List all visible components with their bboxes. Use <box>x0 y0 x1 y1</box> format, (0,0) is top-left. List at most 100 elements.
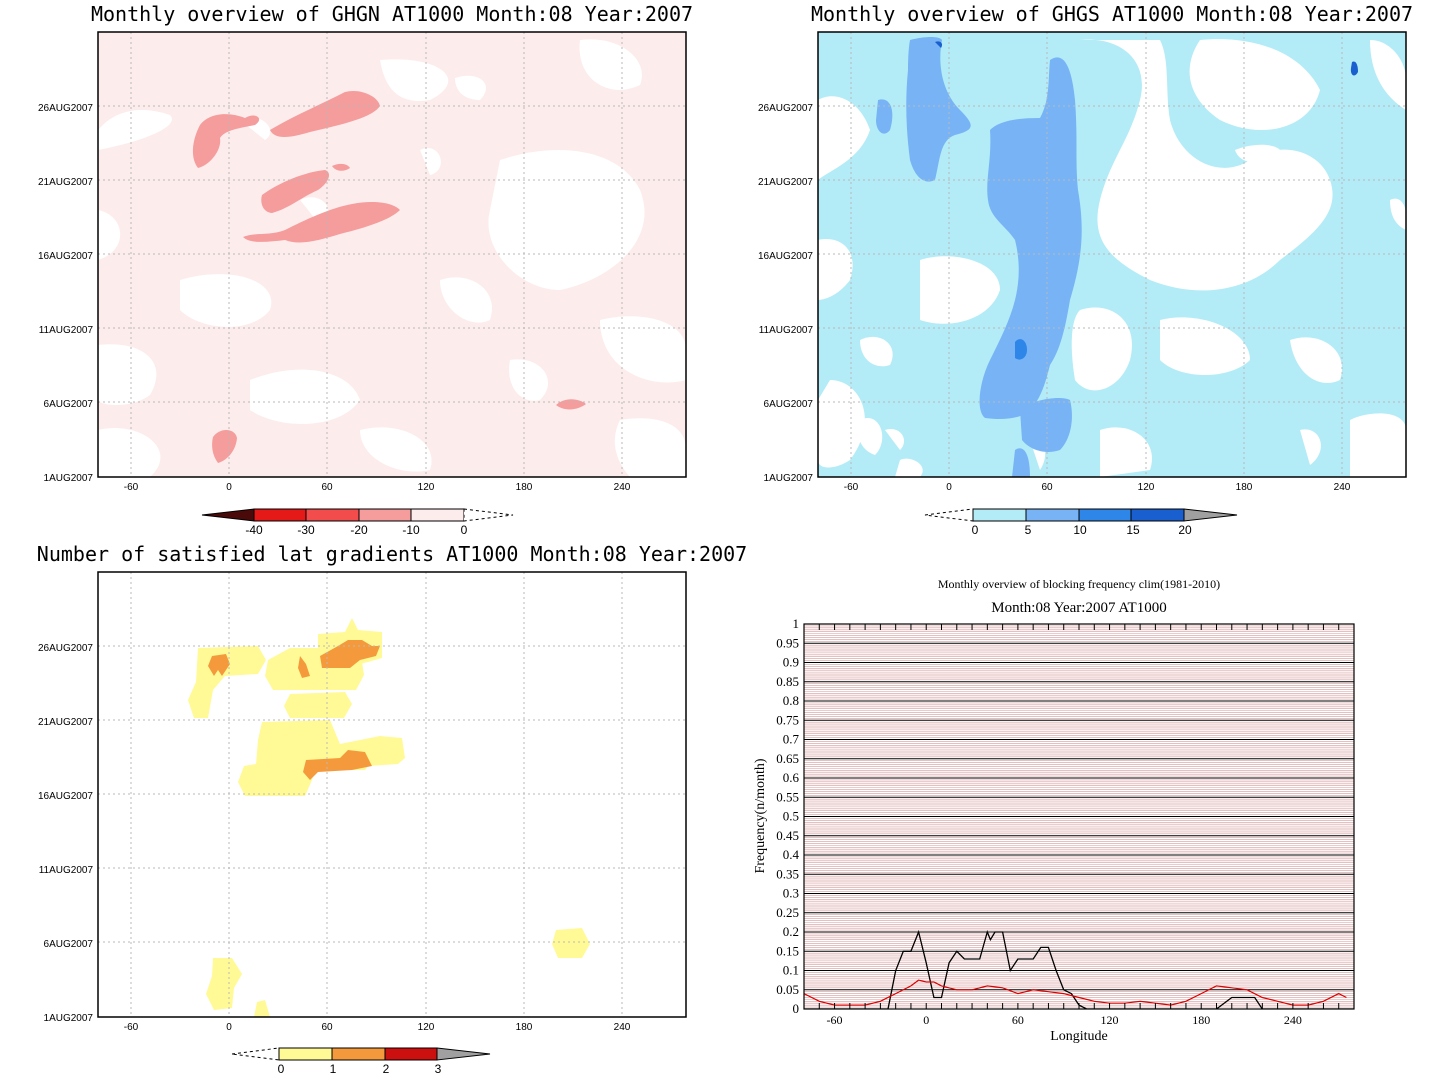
latgrad-colorbar-arrow <box>436 1047 491 1061</box>
latgrad-colorbar-swatch <box>278 1047 333 1061</box>
latgrad-y-tick: 16AUG2007 <box>38 791 93 802</box>
blocking-subtitle: Month:08 Year:2007 AT1000 <box>991 600 1166 616</box>
ghgs-y-tick: 21AUG2007 <box>758 177 813 188</box>
ghgn-title: Monthly overview of GHGN AT1000 Month:08… <box>91 2 693 26</box>
ghgn-y-tick: 1AUG2007 <box>44 473 94 484</box>
ghgs-y-tick: 26AUG2007 <box>758 103 813 114</box>
ghgs-level3-patches <box>935 41 1358 76</box>
series-line-0 <box>804 929 1354 1009</box>
x-tick-label: 0 <box>923 1013 929 1027</box>
ghgs-level-patches <box>876 37 1082 477</box>
ghgs-colorbar <box>924 508 1238 522</box>
blocking-y-ticks: 0 0.05 0.1 0.15 0.2 0.25 0.3 0.35 0.4 0.45 0.5 0.55… <box>776 616 799 1016</box>
blocking-xlabel: Longitude <box>1050 1029 1108 1044</box>
y-tick-label: 0.35 <box>776 866 799 881</box>
ghgs-colorbar-labels: 0 5 10 15 20 <box>972 523 1192 537</box>
ghgn-y-ticks: 1AUG2007 6AUG2007 11AUG2007 16AUG2007 21… <box>38 103 93 484</box>
ghgs-frame <box>817 31 1407 478</box>
ghgn-zero-patches <box>98 39 686 477</box>
y-tick-label: 0 <box>793 1001 800 1016</box>
y-tick-label: 0.3 <box>783 886 799 901</box>
y-tick-label: 0.8 <box>783 693 799 708</box>
ghgs-colorbar-swatch <box>1078 508 1132 522</box>
latgrad-cb-label: 2 <box>383 1062 390 1076</box>
ghgs-y-tick: 11AUG2007 <box>759 325 814 336</box>
ghgs-x-tick: 240 <box>1334 482 1351 493</box>
y-tick-label: 0.9 <box>783 655 799 670</box>
ghgn-x-tick: 120 <box>418 482 435 493</box>
ghgs-grid <box>818 32 1406 477</box>
ghgn-cb-label: -30 <box>297 523 315 537</box>
ghgn-y-tick: 21AUG2007 <box>38 177 93 188</box>
ghgn-colorbar-swatch <box>358 508 412 522</box>
latgrad-colorbar-labels: 0 1 2 3 <box>278 1062 442 1076</box>
blocking-major-grid <box>804 642 1354 991</box>
ghgs-x-tick: 60 <box>1041 482 1053 493</box>
y-tick-label: 0.4 <box>783 847 800 862</box>
ghgn-cb-label: -10 <box>402 523 420 537</box>
latgrad-x-ticks: -60 0 60 120 180 240 <box>124 1022 631 1033</box>
latgrad-title: Number of satisfied lat gradients AT1000… <box>37 542 747 566</box>
ghgs-y-ticks: 1AUG2007 6AUG2007 11AUG2007 16AUG2007 21… <box>758 103 813 484</box>
ghgs-colorbar-swatch <box>1025 508 1080 522</box>
ghgn-colorbar-swatch <box>253 508 307 522</box>
x-tick-label: 240 <box>1284 1013 1302 1027</box>
ghgn-cb-label: 0 <box>461 523 468 537</box>
ghgs-y-tick: 6AUG2007 <box>764 399 814 410</box>
latgrad-frame <box>97 571 687 1018</box>
ghgn-colorbar-swatch <box>410 508 465 522</box>
ghgs-colorbar-arrow <box>924 508 974 522</box>
y-tick-label: 0.65 <box>776 751 799 766</box>
ghgn-y-tick: 26AUG2007 <box>38 103 93 114</box>
ghgn-y-tick: 11AUG2007 <box>39 325 94 336</box>
ghgs-title: Monthly overview of GHGS AT1000 Month:08… <box>811 2 1413 26</box>
ghgs-colorbar-swatch <box>972 508 1027 522</box>
ghgs-x-tick: 0 <box>946 482 952 493</box>
ghgn-cb-label: -20 <box>350 523 368 537</box>
latgrad-colorbar-arrow <box>231 1047 280 1061</box>
y-tick-label: 0.6 <box>783 770 800 785</box>
latgrad-level2-patches <box>208 640 380 780</box>
latgrad-x-tick: 120 <box>418 1022 435 1033</box>
blocking-ylabel: Frequency(n/month) <box>753 758 768 873</box>
blocking-frame <box>803 623 1355 1010</box>
blocking-panel: Monthly overview of blocking frequency c… <box>753 577 1355 1044</box>
ghgs-cb-label: 5 <box>1025 523 1032 537</box>
y-tick-label: 0.5 <box>783 809 799 824</box>
latgrad-y-tick: 26AUG2007 <box>38 643 93 654</box>
latgrad-cb-label: 0 <box>278 1062 285 1076</box>
latgrad-colorbar <box>231 1047 491 1061</box>
y-tick-label: 0.05 <box>776 982 799 997</box>
ghgn-grid <box>98 32 686 477</box>
ghgs-cb-label: 0 <box>972 523 979 537</box>
ghgs-x-tick: 120 <box>1138 482 1155 493</box>
ghgn-cb-label: -40 <box>245 523 263 537</box>
ghgs-panel: Monthly overview of GHGS AT1000 Month:08… <box>758 2 1413 537</box>
x-tick-label: -60 <box>827 1013 843 1027</box>
y-tick-label: 0.15 <box>776 943 799 958</box>
y-tick-label: 0.55 <box>776 789 799 804</box>
y-tick-label: 0.7 <box>783 732 800 747</box>
ghgs-y-tick: 16AUG2007 <box>758 251 813 262</box>
y-tick-label: 0.25 <box>776 905 799 920</box>
latgrad-colorbar-swatch <box>331 1047 386 1061</box>
ghgs-x-tick: 180 <box>1236 482 1253 493</box>
ghgn-x-tick: -60 <box>124 482 139 493</box>
y-tick-label: 0.45 <box>776 828 799 843</box>
ghgn-x-tick: 240 <box>614 482 631 493</box>
y-tick-label: 0.75 <box>776 712 799 727</box>
latgrad-y-tick: 21AUG2007 <box>38 717 93 728</box>
ghgn-frame <box>97 31 687 478</box>
ghgs-level2-patches <box>1015 339 1027 360</box>
x-tick-label: 180 <box>1192 1013 1210 1027</box>
latgrad-x-tick: -60 <box>124 1022 139 1033</box>
y-tick-label: 0.85 <box>776 674 799 689</box>
latgrad-colorbar-swatch <box>384 1047 438 1061</box>
latgrad-background <box>98 572 686 1017</box>
ghgn-y-tick: 16AUG2007 <box>38 251 93 262</box>
blocking-x-ticks: -60 0 60 120 180 240 <box>827 1013 1302 1027</box>
series-line-1 <box>804 979 1347 1006</box>
ghgs-cb-label: 20 <box>1178 523 1192 537</box>
latgrad-y-tick: 6AUG2007 <box>44 939 94 950</box>
